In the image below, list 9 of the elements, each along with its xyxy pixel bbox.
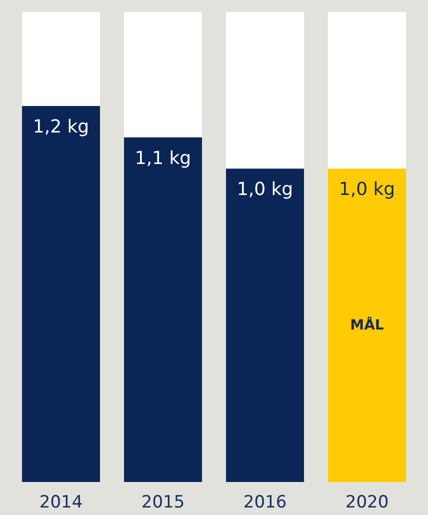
- x-tick-label: 2016: [243, 492, 287, 512]
- data-label: 1,2 kg: [32, 116, 90, 138]
- data-label: 1,1 kg: [134, 148, 192, 169]
- x-tick-label: 2014: [39, 492, 83, 512]
- x-tick-label: 2015: [141, 492, 185, 512]
- x-tick-label: 2020: [345, 492, 389, 512]
- data-label: 1,0 kg: [236, 179, 294, 200]
- data-label: 1,0 kg: [338, 179, 396, 200]
- annotation: MÅL: [350, 316, 384, 334]
